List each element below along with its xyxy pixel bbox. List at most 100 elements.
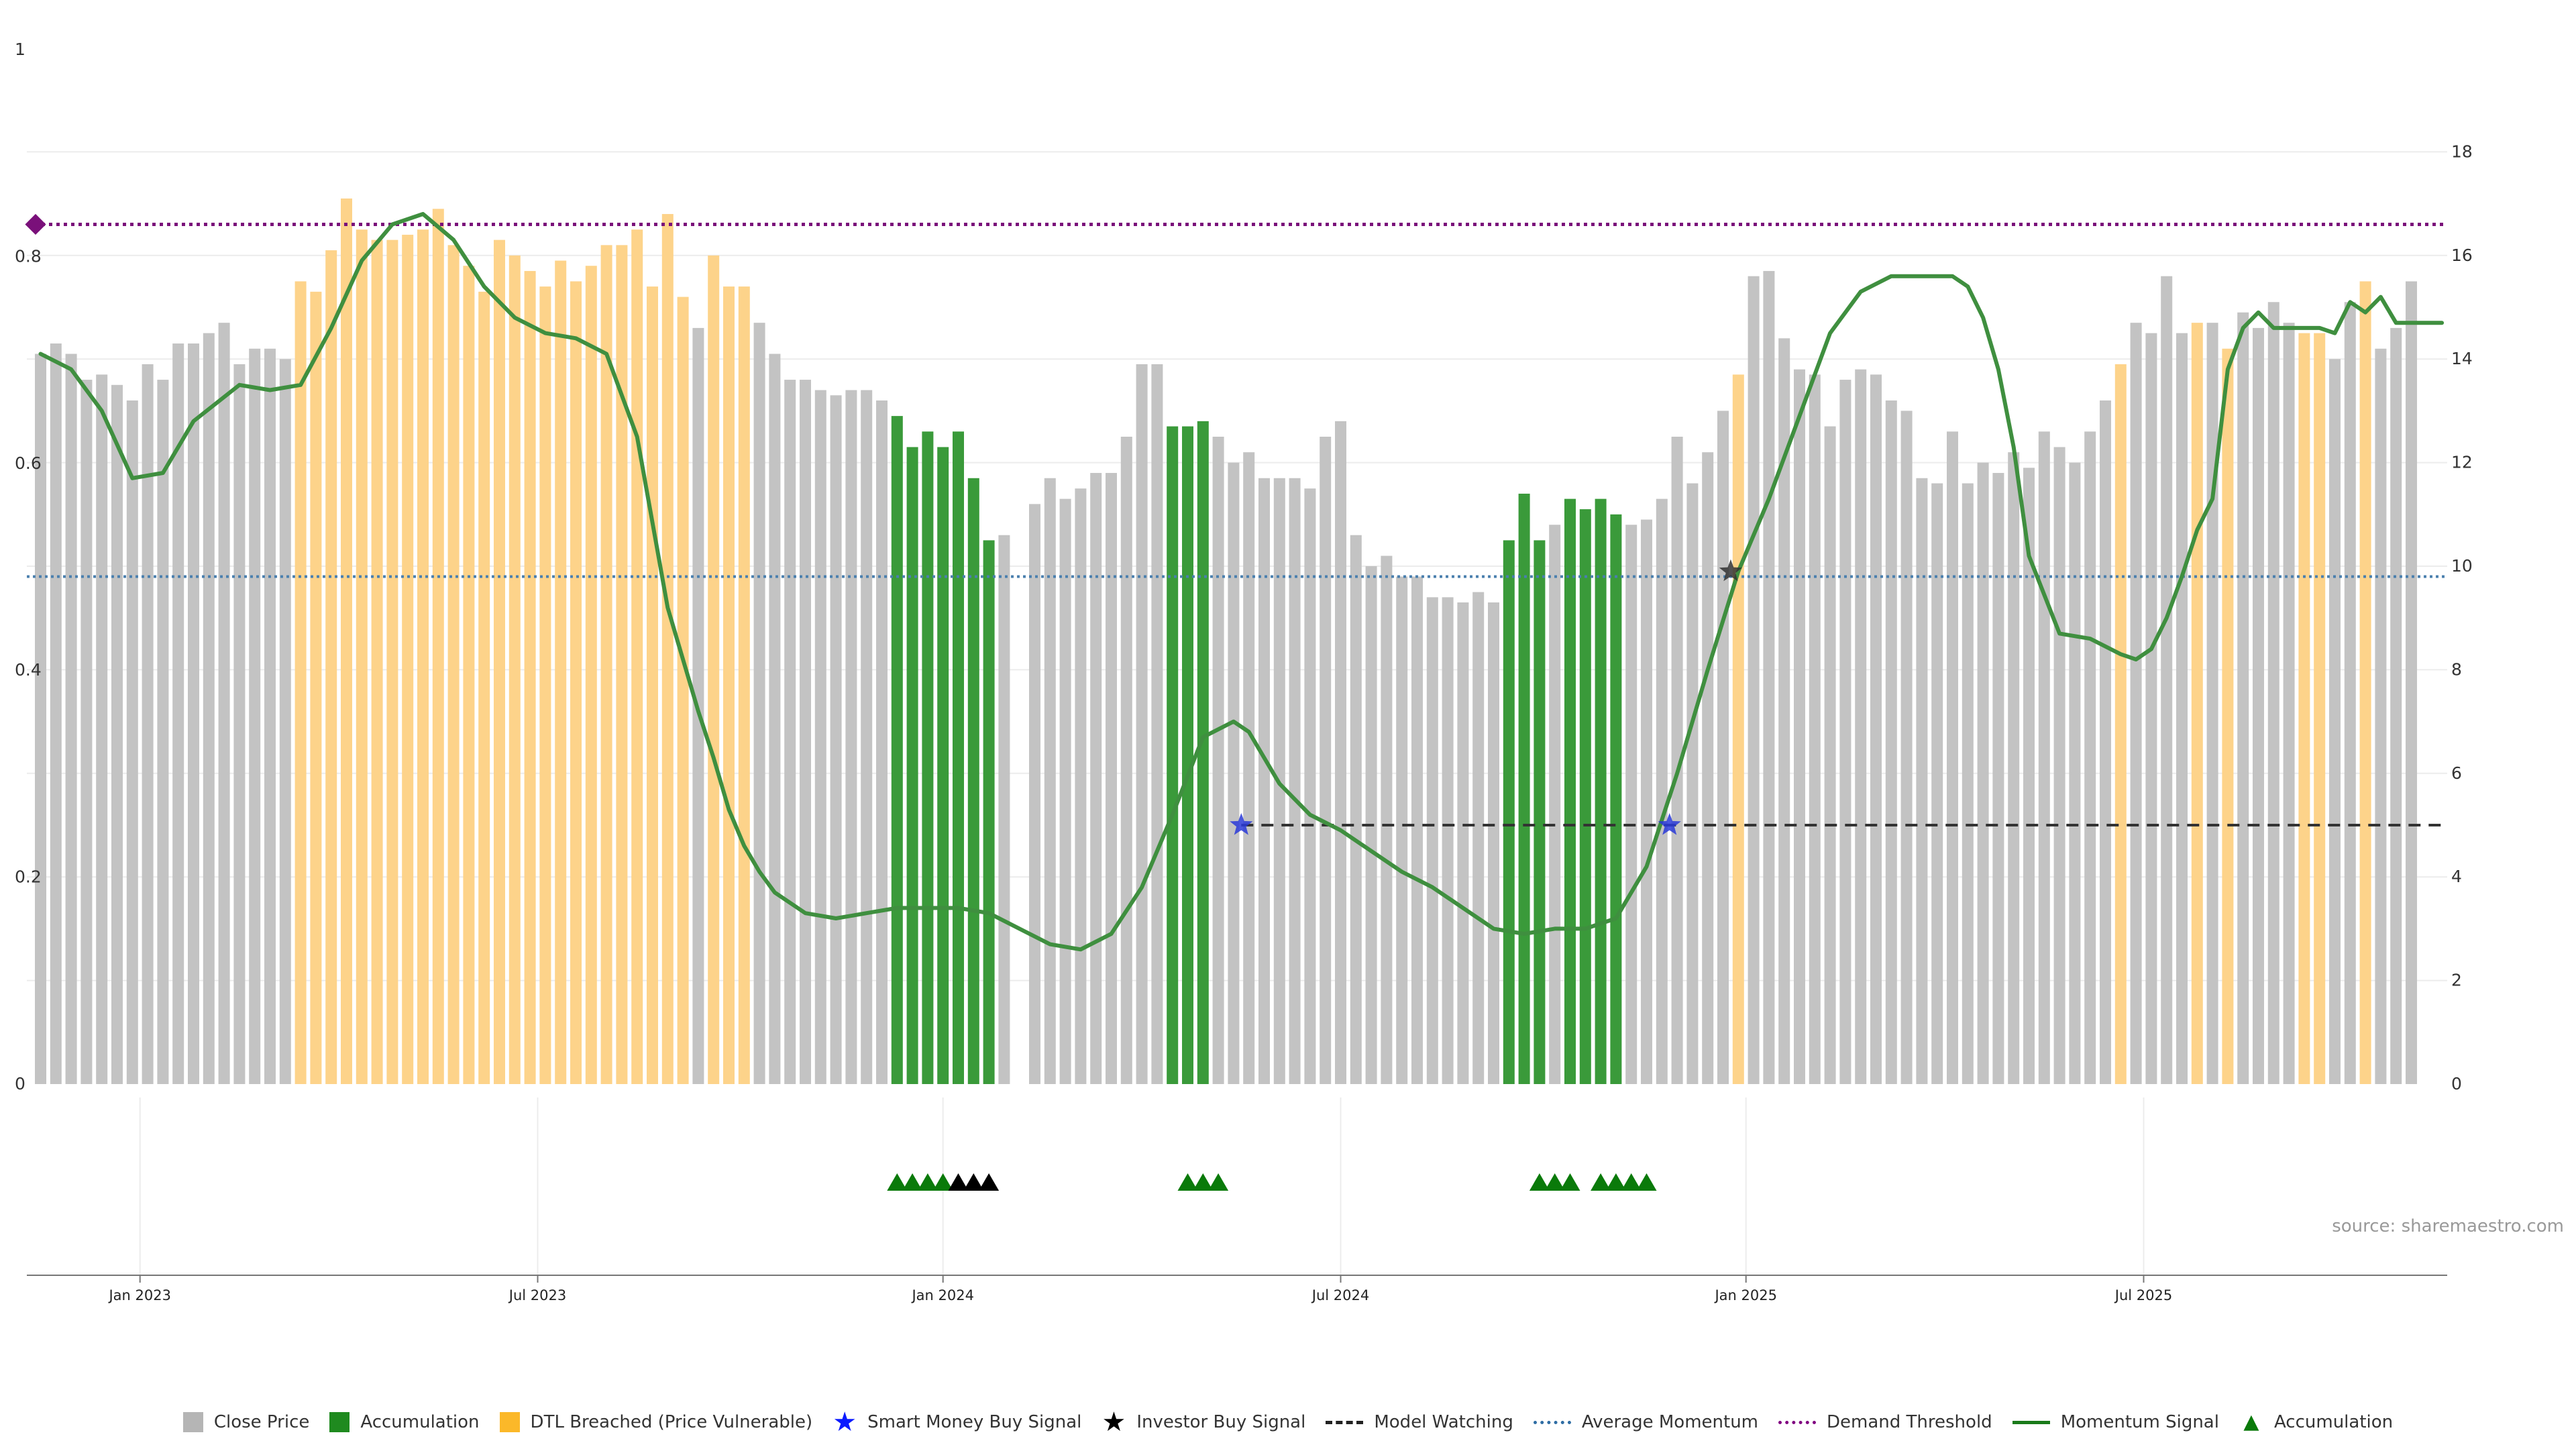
bar-close bbox=[2023, 468, 2035, 1084]
bar-close bbox=[203, 333, 215, 1085]
bar-close bbox=[1839, 380, 1851, 1084]
x-axis-tick-label: Jan 2025 bbox=[1713, 1287, 1777, 1303]
bar-close bbox=[2161, 276, 2173, 1085]
bar-dtl bbox=[677, 297, 689, 1084]
legend-line bbox=[1533, 1420, 1571, 1424]
accumulation-marker bbox=[1605, 1173, 1626, 1191]
right-axis-tick-label: 0 bbox=[2451, 1074, 2462, 1093]
legend-swatch bbox=[329, 1412, 350, 1432]
legend-line bbox=[1326, 1420, 1364, 1424]
left-axis-tick-label: 0.8 bbox=[15, 246, 42, 266]
accumulation-marker bbox=[1621, 1173, 1642, 1191]
bar-dtl bbox=[2314, 333, 2326, 1085]
bar-dtl bbox=[478, 291, 490, 1085]
bar-close bbox=[1656, 498, 1668, 1084]
bar-close bbox=[2100, 400, 2111, 1084]
bar-dtl bbox=[738, 286, 750, 1084]
bar-dtl bbox=[2222, 348, 2234, 1084]
bar-dtl bbox=[447, 245, 460, 1084]
bar-dtl bbox=[371, 239, 383, 1084]
accumulation-marker bbox=[1193, 1173, 1214, 1191]
bar-close bbox=[2145, 333, 2157, 1085]
bar-dtl bbox=[2359, 281, 2371, 1084]
bar-dtl bbox=[508, 255, 521, 1084]
bar-accum bbox=[1182, 426, 1193, 1084]
bar-accum bbox=[1595, 498, 1607, 1084]
left-axis-tick-label: 0.4 bbox=[15, 660, 42, 680]
bar-close bbox=[188, 343, 199, 1084]
bar-dtl bbox=[2298, 333, 2310, 1085]
legend-item: Model Watching bbox=[1326, 1412, 1513, 1432]
legend-item: Momentum Signal bbox=[2012, 1412, 2219, 1432]
bar-accum bbox=[1518, 493, 1530, 1084]
bar-accum bbox=[1167, 426, 1179, 1084]
right-axis-tick-label: 6 bbox=[2451, 763, 2462, 783]
legend-item: Average Momentum bbox=[1533, 1412, 1758, 1432]
bar-close bbox=[1931, 483, 1943, 1084]
bar-dtl bbox=[723, 286, 735, 1084]
bar-dtl bbox=[494, 239, 505, 1084]
accumulation-marker bbox=[948, 1173, 969, 1191]
bar-close bbox=[1855, 369, 1867, 1084]
bar-dtl bbox=[570, 281, 582, 1084]
accumulation-marker bbox=[887, 1173, 908, 1191]
bar-close bbox=[876, 400, 888, 1084]
bar-close bbox=[2344, 302, 2356, 1084]
bar-close bbox=[1947, 431, 1958, 1084]
bar-accum bbox=[1564, 498, 1576, 1084]
accumulation-marker bbox=[932, 1173, 953, 1191]
legend-label: Close Price bbox=[213, 1412, 310, 1432]
bar-accum bbox=[891, 416, 903, 1084]
bar-close bbox=[2130, 323, 2142, 1084]
bar-close bbox=[1335, 421, 1346, 1084]
legend-label: Accumulation bbox=[360, 1412, 480, 1432]
legend-swatch bbox=[182, 1412, 203, 1432]
bar-close bbox=[1748, 276, 1760, 1085]
legend-label: Model Watching bbox=[1374, 1412, 1513, 1432]
legend-line bbox=[1778, 1420, 1817, 1424]
legend-item: ★ Investor Buy Signal bbox=[1102, 1409, 1305, 1436]
bar-close bbox=[1457, 602, 1469, 1084]
bar-close bbox=[157, 380, 169, 1084]
bar-close bbox=[2053, 447, 2065, 1084]
bar-dtl bbox=[341, 198, 352, 1084]
reference-lines bbox=[25, 213, 2447, 826]
bar-close bbox=[2283, 323, 2295, 1084]
signal-markers bbox=[887, 559, 1742, 1191]
bar-dtl bbox=[432, 209, 444, 1084]
bar-close bbox=[1686, 483, 1699, 1084]
accumulation-marker bbox=[1636, 1173, 1657, 1191]
x-axis-tick-label: Jul 2023 bbox=[508, 1287, 566, 1303]
bar-dtl bbox=[585, 266, 597, 1084]
bar-close bbox=[1625, 525, 1638, 1084]
bar-close bbox=[1641, 519, 1652, 1084]
bar-close bbox=[2069, 462, 2081, 1084]
bar-close bbox=[2267, 302, 2279, 1084]
bar-close bbox=[126, 400, 138, 1084]
legend-item: ▲ Accumulation bbox=[2239, 1412, 2393, 1433]
accumulation-marker bbox=[979, 1173, 1000, 1191]
accumulation-marker bbox=[902, 1173, 923, 1191]
star-icon: ★ bbox=[833, 1407, 857, 1438]
bar-accum bbox=[1197, 421, 1209, 1084]
bar-dtl bbox=[2191, 323, 2203, 1084]
bar-close bbox=[784, 380, 796, 1084]
bar-close bbox=[2084, 431, 2096, 1084]
right-axis-tick-label: 16 bbox=[2451, 246, 2473, 265]
bar-close bbox=[1472, 592, 1485, 1084]
bar-close bbox=[998, 535, 1010, 1084]
x-axis-tick-label: Jan 2023 bbox=[107, 1287, 171, 1303]
bar-close bbox=[1320, 437, 1332, 1084]
right-axis-tick-label: 4 bbox=[2451, 867, 2462, 886]
bar-close bbox=[1794, 369, 1805, 1084]
bar-close bbox=[35, 354, 46, 1084]
legend-label: Demand Threshold bbox=[1827, 1412, 1992, 1432]
bar-close bbox=[861, 390, 873, 1084]
right-axis-tick-label: 10 bbox=[2451, 556, 2473, 576]
bar-accum bbox=[953, 431, 964, 1084]
bar-close bbox=[1916, 478, 1928, 1084]
bar-accum bbox=[1503, 540, 1515, 1084]
bar-dtl bbox=[463, 266, 475, 1084]
bar-close bbox=[172, 343, 184, 1084]
